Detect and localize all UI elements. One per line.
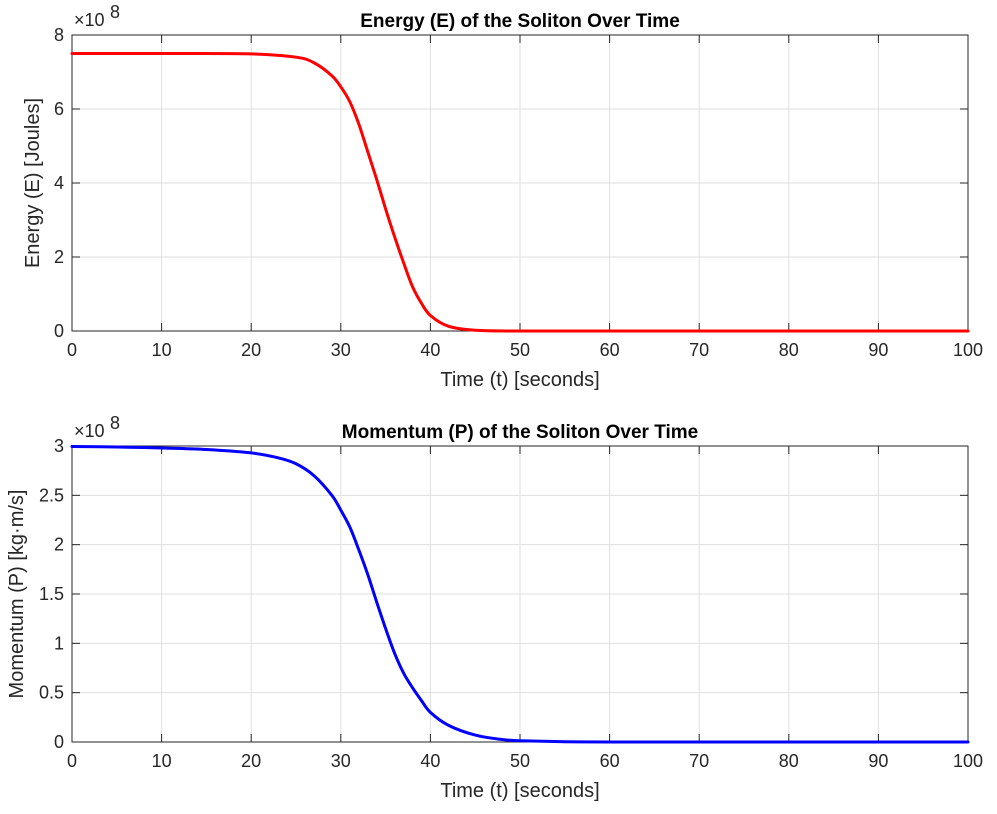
energy-x-tick-label: 80 xyxy=(779,340,799,360)
momentum-x-axis-label: Time (t) [seconds] xyxy=(440,780,599,802)
energy-y-multiplier: ×10 xyxy=(74,10,105,30)
momentum-x-tick-label: 60 xyxy=(600,751,620,771)
energy-y-exponent: 8 xyxy=(110,2,120,22)
energy-x-tick-label: 10 xyxy=(152,340,172,360)
momentum-y-tick-label: 0.5 xyxy=(39,683,64,703)
energy-x-tick-label: 40 xyxy=(420,340,440,360)
momentum-x-tick-label: 40 xyxy=(420,751,440,771)
energy-x-tick-label: 100 xyxy=(953,340,983,360)
momentum-y-tick-label: 1.5 xyxy=(39,584,64,604)
momentum-x-tick-label: 100 xyxy=(953,751,983,771)
energy-x-tick-label: 20 xyxy=(241,340,261,360)
energy-y-tick-label: 2 xyxy=(54,247,64,267)
momentum-x-tick-label: 0 xyxy=(67,751,77,771)
energy-chart-title: Energy (E) of the Soliton Over Time xyxy=(360,11,680,32)
momentum-x-tick-label: 10 xyxy=(152,751,172,771)
momentum-y-tick-label: 2 xyxy=(54,535,64,555)
momentum-x-tick-label: 70 xyxy=(689,751,709,771)
energy-y-tick-label: 4 xyxy=(54,173,64,193)
momentum-y-axis-label: Momentum (P) [kg·m/s] xyxy=(6,490,28,699)
energy-x-axis-label: Time (t) [seconds] xyxy=(440,369,599,391)
momentum-x-tick-label: 90 xyxy=(868,751,888,771)
momentum-chart: 0 10 20 30 40 50 60 70 80 90 100 0 0.5 1 1.5 2 2.5 3 ×10 8 M… xyxy=(6,413,983,802)
momentum-y-tick-label: 0 xyxy=(54,732,64,752)
energy-y-tick-label: 0 xyxy=(54,321,64,341)
momentum-y-tick-label: 1 xyxy=(54,633,64,653)
momentum-y-exponent: 8 xyxy=(110,413,120,433)
energy-y-tick-label: 6 xyxy=(54,99,64,119)
momentum-x-tick-label: 20 xyxy=(241,751,261,771)
energy-series-line xyxy=(70,51,970,333)
energy-x-tick-label: 90 xyxy=(868,340,888,360)
energy-x-tick-label: 50 xyxy=(510,340,530,360)
momentum-y-tick-label: 3 xyxy=(54,436,64,456)
energy-x-tick-label: 60 xyxy=(600,340,620,360)
momentum-x-tick-label: 50 xyxy=(510,751,530,771)
momentum-x-tick-label: 80 xyxy=(779,751,799,771)
energy-x-tick-label: 70 xyxy=(689,340,709,360)
momentum-chart-title: Momentum (P) of the Soliton Over Time xyxy=(342,422,698,443)
momentum-x-tick-label: 30 xyxy=(331,751,351,771)
momentum-y-multiplier: ×10 xyxy=(74,421,105,441)
momentum-y-tick-label: 2.5 xyxy=(39,485,64,505)
energy-y-tick-label: 8 xyxy=(54,25,64,45)
energy-x-tick-label: 0 xyxy=(67,340,77,360)
energy-y-axis-label: Energy (E) [Joules] xyxy=(22,98,44,268)
momentum-series-line xyxy=(70,444,970,744)
energy-x-tick-label: 30 xyxy=(331,340,351,360)
